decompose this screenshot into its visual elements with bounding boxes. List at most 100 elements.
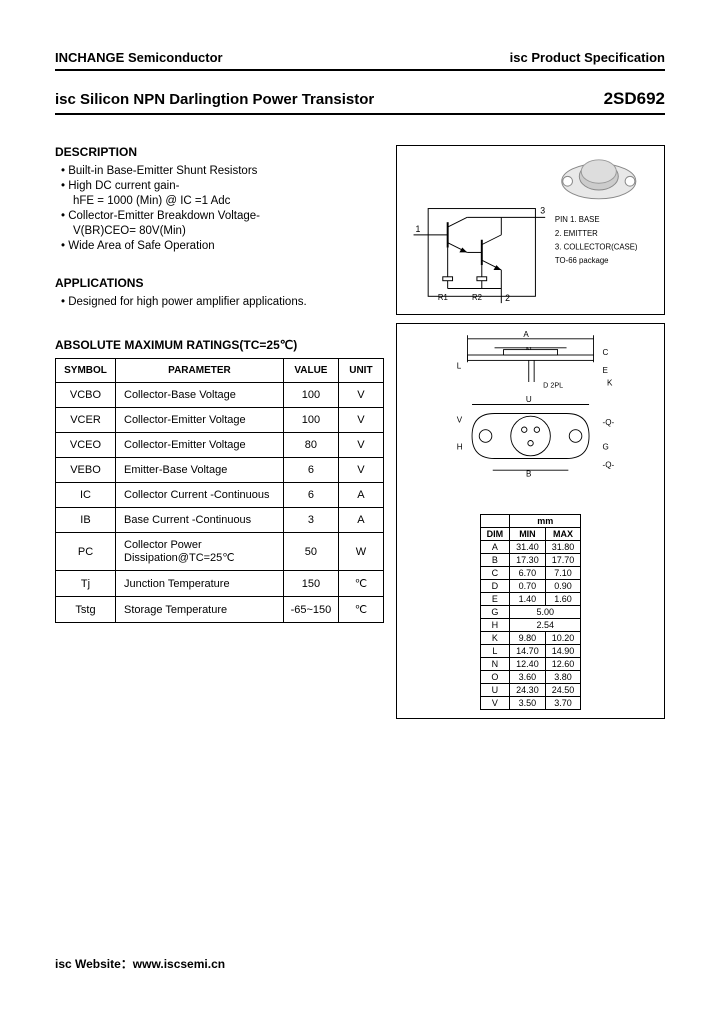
- table-row: C6.707.10: [480, 567, 581, 580]
- table-cell: Tj: [56, 571, 116, 597]
- table-row: N12.4012.60: [480, 658, 581, 671]
- table-cell: 150: [283, 571, 338, 597]
- table-row: ICCollector Current -Continuous6A: [56, 483, 384, 508]
- description-heading: DESCRIPTION: [55, 145, 384, 159]
- package-drawing: A N C L E K D 2PL U: [403, 328, 658, 508]
- table-row: A31.4031.80: [480, 541, 581, 554]
- table-cell: Collector Power Dissipation@TC=25℃: [116, 533, 284, 571]
- table-cell: 80: [283, 433, 338, 458]
- pin-desc-2: 2. EMITTER: [555, 229, 598, 238]
- table-cell: D: [480, 580, 510, 593]
- header-spec: isc Product Specification: [510, 50, 665, 65]
- table-cell: O: [480, 671, 510, 684]
- table-cell: Storage Temperature: [116, 597, 284, 623]
- table-cell: 3: [283, 508, 338, 533]
- table-cell: 0.90: [545, 580, 581, 593]
- pin-desc-4: TO-66 package: [555, 256, 609, 265]
- table-cell: VCEO: [56, 433, 116, 458]
- table-cell: Collector Current -Continuous: [116, 483, 284, 508]
- table-cell: 2.54: [510, 619, 581, 632]
- table-row: H2.54: [480, 619, 581, 632]
- col-symbol: SYMBOL: [56, 359, 116, 383]
- table-row: IBBase Current -Continuous3A: [56, 508, 384, 533]
- table-cell: 1.60: [545, 593, 581, 606]
- table-cell: 12.40: [510, 658, 546, 671]
- page-header: INCHANGE Semiconductor isc Product Speci…: [55, 50, 665, 65]
- footer-website: isc Website：www.iscsemi.cn: [55, 955, 225, 972]
- table-cell: Tstg: [56, 597, 116, 623]
- left-column: DESCRIPTION Built-in Base-Emitter Shunt …: [55, 145, 384, 727]
- table-row: VCERCollector-Emitter Voltage100V: [56, 408, 384, 433]
- table-cell: -65~150: [283, 597, 338, 623]
- table-row: VCEOCollector-Emitter Voltage80V: [56, 433, 384, 458]
- table-row: TjJunction Temperature150℃: [56, 571, 384, 597]
- table-cell: 24.30: [510, 684, 546, 697]
- circuit-diagram: 1 3 2: [403, 152, 658, 308]
- table-cell: E: [480, 593, 510, 606]
- table-cell: C: [480, 567, 510, 580]
- table-cell: VCER: [56, 408, 116, 433]
- table-cell: 6.70: [510, 567, 546, 580]
- table-row: U24.3024.50: [480, 684, 581, 697]
- table-cell: V: [338, 458, 383, 483]
- desc-item: Wide Area of Safe Operation: [61, 240, 384, 252]
- table-cell: ℃: [338, 597, 383, 623]
- right-column: 1 3 2: [396, 145, 665, 727]
- table-cell: 9.80: [510, 632, 546, 645]
- table-cell: W: [338, 533, 383, 571]
- table-cell: 5.00: [510, 606, 581, 619]
- dim-b: B: [526, 470, 531, 479]
- dim-col-max: MAX: [545, 528, 581, 541]
- dim-q2: -Q-: [602, 461, 614, 470]
- dimension-table: mm DIM MIN MAX A31.4031.80B17.3017.70C6.…: [480, 514, 582, 710]
- table-cell: 100: [283, 383, 338, 408]
- dim-col-min: MIN: [510, 528, 546, 541]
- table-cell: ℃: [338, 571, 383, 597]
- desc-item: Built-in Base-Emitter Shunt Resistors: [61, 165, 384, 177]
- table-cell: 17.70: [545, 554, 581, 567]
- table-cell: 24.50: [545, 684, 581, 697]
- dim-e: L: [457, 362, 462, 371]
- table-cell: V: [338, 383, 383, 408]
- dim-h: H: [457, 443, 463, 452]
- table-cell: 0.70: [510, 580, 546, 593]
- col-value: VALUE: [283, 359, 338, 383]
- table-cell: 50: [283, 533, 338, 571]
- main-content: DESCRIPTION Built-in Base-Emitter Shunt …: [55, 145, 665, 727]
- app-item: Designed for high power amplifier applic…: [61, 296, 384, 308]
- pin-desc-3: 3. COLLECTOR(CASE): [555, 243, 638, 252]
- title-row: isc Silicon NPN Darlingtion Power Transi…: [55, 89, 665, 109]
- table-cell: 31.40: [510, 541, 546, 554]
- header-rule: [55, 69, 665, 71]
- applications-list: Designed for high power amplifier applic…: [55, 296, 384, 308]
- col-unit: UNIT: [338, 359, 383, 383]
- table-row: TstgStorage Temperature-65~150℃: [56, 597, 384, 623]
- table-row: VEBOEmitter-Base Voltage6V: [56, 458, 384, 483]
- dim-d: D 2PL: [543, 380, 563, 389]
- table-cell: G: [480, 606, 510, 619]
- table-cell: A: [338, 508, 383, 533]
- table-cell: IC: [56, 483, 116, 508]
- table-cell: V: [480, 697, 510, 710]
- table-cell: 31.80: [545, 541, 581, 554]
- table-row: PCCollector Power Dissipation@TC=25℃50W: [56, 533, 384, 571]
- dim-col-dim: DIM: [480, 528, 510, 541]
- table-cell: 6: [283, 458, 338, 483]
- ratings-header-row: SYMBOL PARAMETER VALUE UNIT: [56, 359, 384, 383]
- table-cell: 3.60: [510, 671, 546, 684]
- pin-3-label: 3: [540, 205, 545, 215]
- desc-sub: V(BR)CEO= 80V(Min): [73, 225, 384, 237]
- table-cell: Emitter-Base Voltage: [116, 458, 284, 483]
- table-cell: L: [480, 645, 510, 658]
- dim-u: U: [526, 395, 532, 404]
- table-cell: U: [480, 684, 510, 697]
- part-number: 2SD692: [604, 89, 665, 109]
- ratings-heading: ABSOLUTE MAXIMUM RATINGS(TC=25℃): [55, 338, 384, 352]
- table-row: VCBOCollector-Base Voltage100V: [56, 383, 384, 408]
- table-cell: V: [338, 433, 383, 458]
- desc-item: Collector-Emitter Breakdown Voltage-: [61, 210, 384, 222]
- table-cell: Collector-Emitter Voltage: [116, 433, 284, 458]
- dim-g: G: [602, 443, 608, 452]
- applications-heading: APPLICATIONS: [55, 276, 384, 290]
- table-cell: B: [480, 554, 510, 567]
